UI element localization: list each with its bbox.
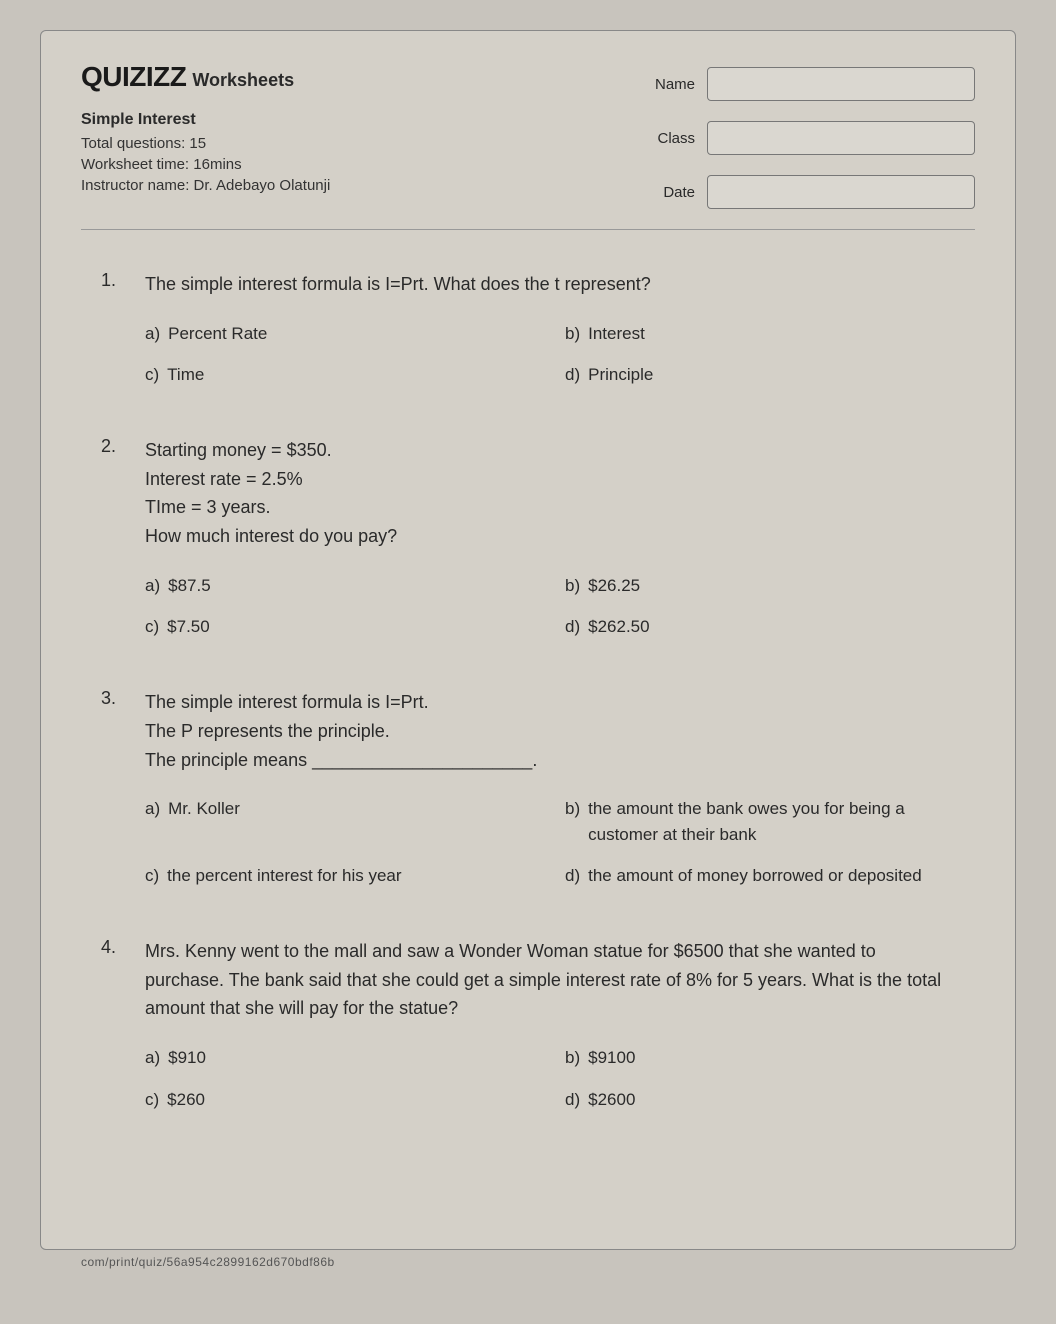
option-text: the amount the bank owes you for being a… <box>588 796 955 847</box>
question-3: 3. The simple interest formula is I=Prt.… <box>101 688 955 889</box>
option-text: Time <box>167 362 535 388</box>
brand: QUIZIZZ Worksheets <box>81 61 645 93</box>
options-grid: a) $910 b) $9100 c) $260 d) $2600 <box>101 1045 955 1112</box>
option-letter: c) <box>145 362 159 388</box>
question-line: The P represents the principle. <box>145 717 955 746</box>
option-b: b)the amount the bank owes you for being… <box>565 796 955 847</box>
option-text: Interest <box>588 321 955 347</box>
option-c: c) $7.50 <box>145 614 535 640</box>
question-number: 1. <box>101 270 125 299</box>
question-line: The simple interest formula is I=Prt. Wh… <box>145 270 955 299</box>
question-line: Interest rate = 2.5% <box>145 465 955 494</box>
option-b: b) Interest <box>565 321 955 347</box>
option-text: $260 <box>167 1087 535 1113</box>
option-text: Mr. Koller <box>168 796 535 847</box>
date-label: Date <box>645 184 695 201</box>
worksheet-time: Worksheet time: 16mins <box>81 156 645 173</box>
option-a: a)Mr. Koller <box>145 796 535 847</box>
topic-title: Simple Interest <box>81 111 645 129</box>
instructor-name: Instructor name: Dr. Adebayo Olatunji <box>81 177 645 194</box>
question-line: TIme = 3 years. <box>145 493 955 522</box>
option-letter: a) <box>145 1045 160 1071</box>
option-text: the amount of money borrowed or deposite… <box>588 863 955 889</box>
class-label: Class <box>645 130 695 147</box>
option-text: $87.5 <box>168 573 535 599</box>
option-text: Principle <box>588 362 955 388</box>
option-letter: d) <box>565 614 580 640</box>
option-letter: b) <box>565 573 580 599</box>
option-c: c) the percent interest for his year <box>145 863 535 889</box>
option-letter: c) <box>145 614 159 640</box>
option-text: $910 <box>168 1045 535 1071</box>
header-section: QUIZIZZ Worksheets Simple Interest Total… <box>81 61 975 230</box>
option-d: d) Principle <box>565 362 955 388</box>
question-4: 4. Mrs. Kenny went to the mall and saw a… <box>101 937 955 1112</box>
option-text: $26.25 <box>588 573 955 599</box>
class-field-row: Class <box>645 121 975 155</box>
option-letter: d) <box>565 1087 580 1113</box>
question-number: 3. <box>101 688 125 774</box>
header-right: Name Class Date <box>645 61 975 209</box>
name-label: Name <box>645 76 695 93</box>
question-line: How much interest do you pay? <box>145 522 955 551</box>
brand-sub: Worksheets <box>192 70 294 91</box>
option-d: d) $262.50 <box>565 614 955 640</box>
question-text: Starting money = $350. Interest rate = 2… <box>145 436 955 551</box>
option-letter: d) <box>565 863 580 889</box>
name-field-row: Name <box>645 67 975 101</box>
question-line: Starting money = $350. <box>145 436 955 465</box>
option-text: $7.50 <box>167 614 535 640</box>
question-number: 4. <box>101 937 125 1023</box>
question-text: Mrs. Kenny went to the mall and saw a Wo… <box>145 937 955 1023</box>
option-letter: a) <box>145 796 160 847</box>
total-questions: Total questions: 15 <box>81 135 645 152</box>
option-a: a) $87.5 <box>145 573 535 599</box>
question-line: Mrs. Kenny went to the mall and saw a Wo… <box>145 937 955 1023</box>
class-input[interactable] <box>707 121 975 155</box>
question-line: The principle means ____________________… <box>145 746 955 775</box>
option-b: b) $26.25 <box>565 573 955 599</box>
option-a: a) Percent Rate <box>145 321 535 347</box>
options-grid: a)Mr. Koller b)the amount the bank owes … <box>101 796 955 889</box>
option-text: $9100 <box>588 1045 955 1071</box>
option-letter: d) <box>565 362 580 388</box>
header-left: QUIZIZZ Worksheets Simple Interest Total… <box>81 61 645 209</box>
questions-list: 1. The simple interest formula is I=Prt.… <box>81 270 975 1112</box>
question-row: 1. The simple interest formula is I=Prt.… <box>101 270 955 299</box>
option-c: c) $260 <box>145 1087 535 1113</box>
option-text: the percent interest for his year <box>167 863 535 889</box>
option-letter: a) <box>145 573 160 599</box>
question-row: 4. Mrs. Kenny went to the mall and saw a… <box>101 937 955 1023</box>
question-line: The simple interest formula is I=Prt. <box>145 688 955 717</box>
brand-logo: QUIZIZZ <box>81 61 186 93</box>
options-grid: a) Percent Rate b) Interest c) Time d) Princ… <box>101 321 955 388</box>
option-letter: c) <box>145 863 159 889</box>
option-c: c) Time <box>145 362 535 388</box>
options-grid: a) $87.5 b) $26.25 c) $7.50 d) $262.50 <box>101 573 955 640</box>
option-letter: b) <box>565 1045 580 1071</box>
option-text: $262.50 <box>588 614 955 640</box>
option-a: a) $910 <box>145 1045 535 1071</box>
name-input[interactable] <box>707 67 975 101</box>
question-1: 1. The simple interest formula is I=Prt.… <box>101 270 955 388</box>
option-text: Percent Rate <box>168 321 535 347</box>
option-b: b) $9100 <box>565 1045 955 1071</box>
date-field-row: Date <box>645 175 975 209</box>
question-number: 2. <box>101 436 125 551</box>
question-text: The simple interest formula is I=Prt. Th… <box>145 688 955 774</box>
question-row: 3. The simple interest formula is I=Prt.… <box>101 688 955 774</box>
option-letter: a) <box>145 321 160 347</box>
date-input[interactable] <box>707 175 975 209</box>
question-2: 2. Starting money = $350. Interest rate … <box>101 436 955 640</box>
option-letter: b) <box>565 796 580 847</box>
option-d: d) the amount of money borrowed or deposi… <box>565 863 955 889</box>
option-d: d) $2600 <box>565 1087 955 1113</box>
option-letter: c) <box>145 1087 159 1113</box>
footer-url: com/print/quiz/56a954c2899162d670bdf86b <box>81 1255 335 1269</box>
question-text: The simple interest formula is I=Prt. Wh… <box>145 270 955 299</box>
option-letter: b) <box>565 321 580 347</box>
question-row: 2. Starting money = $350. Interest rate … <box>101 436 955 551</box>
option-text: $2600 <box>588 1087 955 1113</box>
worksheet-container: QUIZIZZ Worksheets Simple Interest Total… <box>40 30 1016 1250</box>
